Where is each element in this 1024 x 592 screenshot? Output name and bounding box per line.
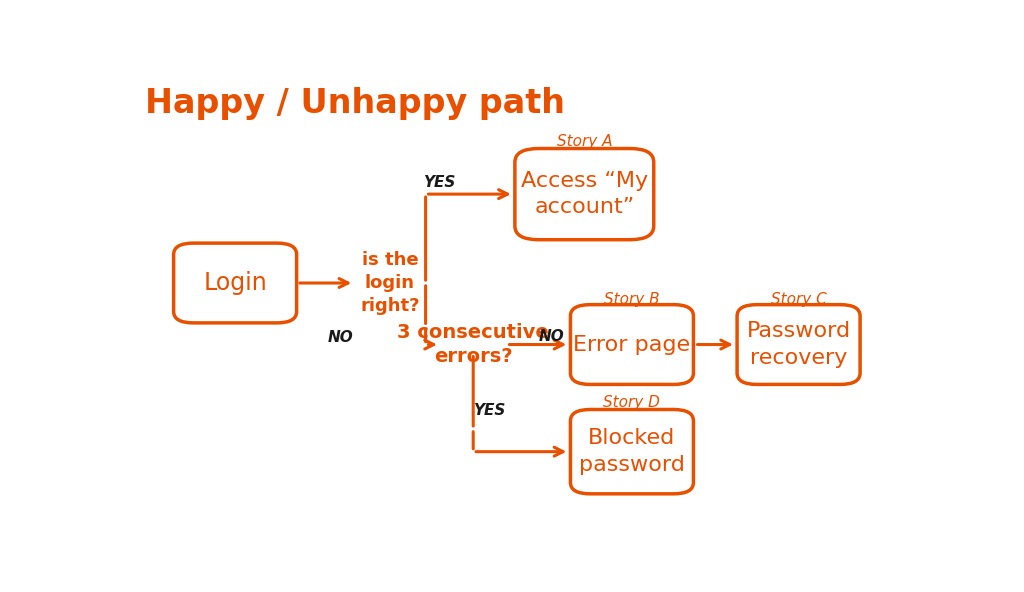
Text: Login: Login <box>203 271 267 295</box>
Text: Password
recovery: Password recovery <box>746 321 851 368</box>
Text: YES: YES <box>423 175 456 190</box>
Text: Story A: Story A <box>557 134 612 149</box>
FancyBboxPatch shape <box>174 243 297 323</box>
Text: Story D: Story D <box>603 395 660 410</box>
Text: Error page: Error page <box>573 334 690 355</box>
Text: Blocked
password: Blocked password <box>579 429 685 475</box>
Text: NO: NO <box>539 329 564 344</box>
FancyBboxPatch shape <box>737 305 860 384</box>
Text: Story B: Story B <box>604 292 659 307</box>
Text: Happy / Unhappy path: Happy / Unhappy path <box>145 87 565 120</box>
FancyBboxPatch shape <box>515 149 653 240</box>
Text: is the
login
right?: is the login right? <box>360 251 420 315</box>
FancyBboxPatch shape <box>570 410 693 494</box>
Text: Story C: Story C <box>771 292 826 307</box>
Text: 3 consecutive
errors?: 3 consecutive errors? <box>397 323 549 366</box>
FancyBboxPatch shape <box>570 305 693 384</box>
Text: NO: NO <box>328 330 353 345</box>
Text: Access “My
account”: Access “My account” <box>521 171 648 217</box>
Text: YES: YES <box>473 403 505 418</box>
